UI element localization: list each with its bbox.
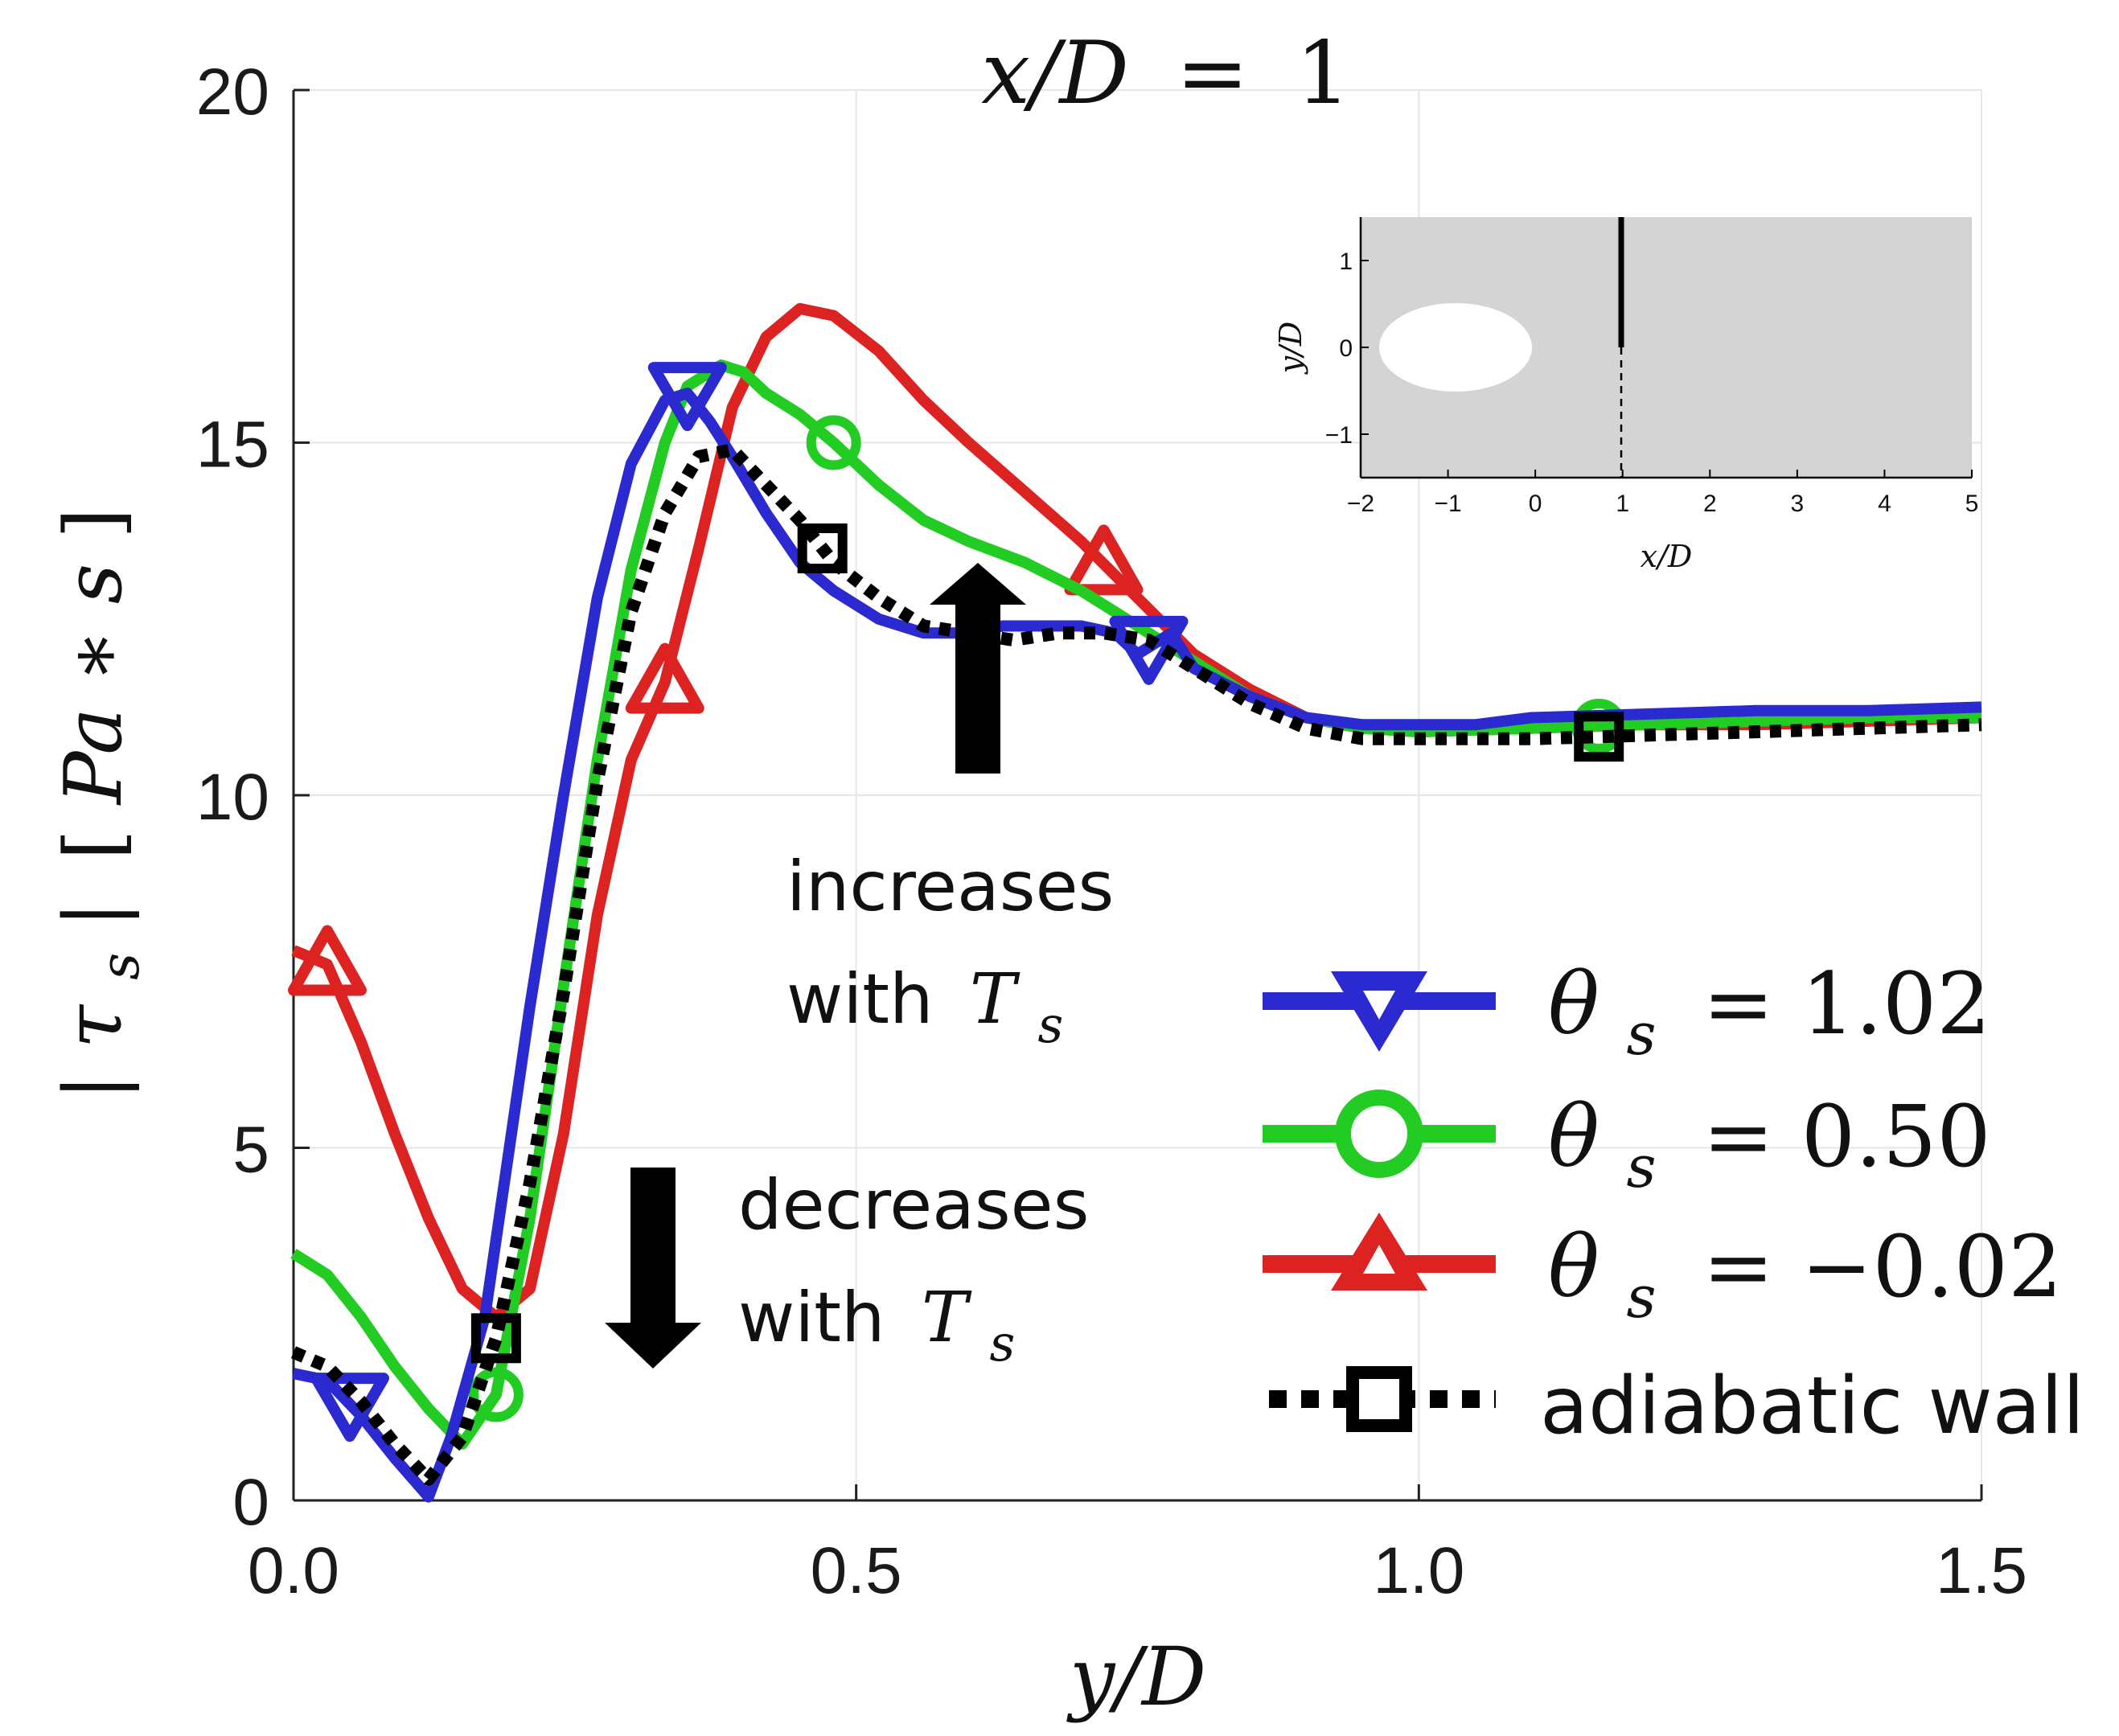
legend: θ s = 1.02 θ s = 0.50 θ s = −0.02 [1263,954,2084,1452]
series-layer [287,302,1982,1503]
legend-theta-1-02-rhs: = 1.02 [1702,954,1991,1053]
x-tick-label-3: 1.5 [1936,1534,2027,1607]
x-tick-label-0: 0.0 [248,1534,339,1607]
y-tick-label-1: 5 [232,1114,269,1187]
legend-theta-neg-0-02-lhs: θ [1548,1217,1600,1316]
series-1-marker-1 [806,415,861,470]
inset-x-tick-label-7: 5 [1965,490,1979,517]
title-eq: = [1176,23,1249,124]
series-3-marker-2 [1574,712,1624,762]
y-tick-label-4: 20 [196,55,269,129]
ylabel-abs-right: | [48,901,140,928]
legend-entry-adiabatic: adiabatic wall [1269,1360,2084,1452]
decrease-arrow [605,1168,701,1369]
legend-entry-theta-neg-0-02: θ s = −0.02 [1263,1213,2063,1337]
y-axis-label: | τ s | [ Pa ∗ s ] [48,508,158,1101]
annotation-decreases-with-word: with [738,1278,885,1358]
inset-cylinder [1379,303,1532,392]
title-lhs: x/D [981,23,1129,124]
y-tick-label-2: 10 [196,761,269,834]
legend-theta-1-02-lhs: θ [1548,954,1600,1053]
inset-x-ticks: −2 −1 0 1 2 3 4 5 [1347,470,1978,517]
series-3 [290,443,1982,1486]
inset-y-tick-label-1: 0 [1339,335,1353,362]
annotation-decreases-T: T [922,1278,972,1358]
ylabel-unit: Pa ∗ s [48,564,140,806]
series-line-3 [290,443,1982,1486]
increase-arrow [930,563,1026,774]
series-0-marker-1 [647,362,727,432]
series-2-marker-0 [287,925,367,996]
annotation-increases-with: with T s [786,959,1063,1054]
series-3-marker-0 [470,1313,521,1364]
series-2-marker-1 [625,642,704,714]
inset-x-tick-label-5: 3 [1791,490,1805,517]
annotation-increases-with-word: with [786,959,933,1040]
inset-y-tick-label-2: −1 [1325,422,1353,449]
legend-entry-theta-0-50: θ s = 0.50 [1263,1087,1991,1207]
ylabel-abs-left: | [48,1073,140,1100]
inset-x-label: x/D [1641,539,1693,574]
legend-theta-0-50-sub: s [1627,1133,1657,1200]
chart-title: x/D = 1 [981,23,1351,124]
legend-theta-neg-0-02-rhs: = −0.02 [1702,1217,2062,1316]
annotation-increases: increases [786,847,1114,927]
legend-theta-neg-0-02-sub: s [1627,1263,1657,1331]
series-2-marker-2 [1064,524,1144,596]
svg-text:θ s = 0.50: θ s = 0.50 [1548,1087,1991,1207]
svg-text:θ s = −0.02: θ s = −0.02 [1548,1217,2063,1337]
y-tick-label-3: 15 [196,408,269,482]
annotation-decreases-with: with T s [738,1278,1015,1373]
inset-x-tick-label-0: −2 [1347,490,1374,517]
x-ticks: 0.0 0.5 1.0 1.5 [248,1484,2027,1607]
x-tick-label-1: 0.5 [811,1534,902,1607]
legend-adiabatic-label: adiabatic wall [1540,1360,2084,1452]
inset-x-tick-label-4: 2 [1703,490,1717,517]
legend-theta-0-50-lhs: θ [1548,1087,1600,1186]
ylabel-unit-left: [ [48,829,140,860]
inset-y-ticks: 1 0 −1 [1325,248,1369,449]
series-3-marker-1 [797,523,848,574]
annotation-increases-sub: s [1038,995,1064,1054]
legend-theta-1-02-sub: s [1627,1000,1657,1068]
y-tick-label-0: 0 [232,1466,269,1539]
inset-x-tick-label-1: −1 [1434,490,1461,517]
series-1-marker-0 [468,1367,524,1422]
title-rhs: 1 [1296,23,1351,124]
inset-x-tick-label-6: 4 [1878,490,1891,517]
x-tick-label-2: 1.0 [1373,1534,1464,1607]
svg-text:θ s = 1.02: θ s = 1.02 [1548,954,1991,1074]
ylabel-sub: s [89,953,151,980]
legend-entry-theta-1-02: θ s = 1.02 [1263,954,1991,1074]
inset-y-tick-label-0: 1 [1339,248,1353,275]
inset-plot: −2 −1 0 1 2 3 4 5 1 0 −1 x/D y/D [1273,217,1978,574]
series-line-0 [292,388,1982,1503]
annotation-increases-T: T [970,959,1020,1040]
annotation-decreases-sub: s [990,1314,1016,1373]
ylabel-unit-right: ] [48,508,140,539]
inset-y-label: y/D [1273,322,1308,376]
ylabel-tau: τ [48,1003,140,1049]
x-axis-label: y/D [1066,1630,1206,1724]
annotation-decreases: decreases [738,1165,1089,1246]
series-0 [292,362,1982,1503]
legend-theta-0-50-rhs: = 0.50 [1702,1087,1991,1186]
y-ticks: 0 5 10 15 20 [196,55,310,1539]
inset-x-tick-label-3: 1 [1616,490,1629,517]
inset-x-tick-label-2: 0 [1529,490,1542,517]
